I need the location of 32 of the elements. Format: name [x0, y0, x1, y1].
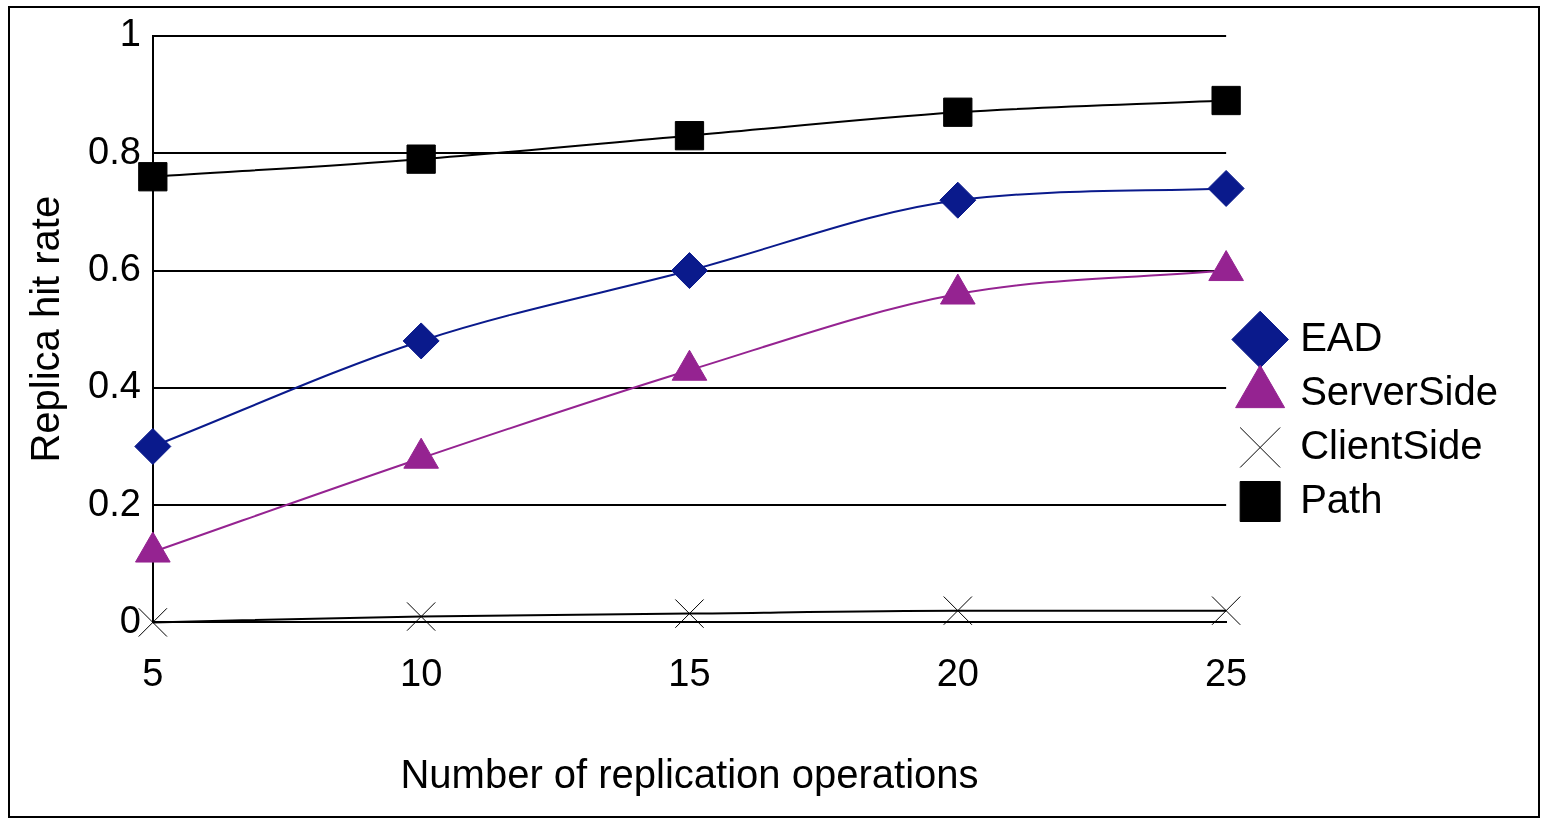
- point: [670, 252, 708, 290]
- y-tick-label: 1: [119, 12, 141, 55]
- point: [939, 181, 977, 219]
- point: [1211, 596, 1241, 626]
- y-tick-label: 0.8: [88, 129, 141, 172]
- point: [406, 144, 436, 174]
- x-tick-label: 5: [142, 651, 164, 694]
- point: [406, 601, 436, 632]
- point: [1207, 169, 1245, 207]
- y-tick-label: 0: [119, 598, 141, 641]
- point: [134, 427, 172, 465]
- x-axis-title: Number of replication operations: [400, 752, 979, 797]
- point: [138, 607, 168, 638]
- y-tick-label: 0.4: [88, 364, 141, 407]
- x-tick-label: 15: [668, 651, 711, 694]
- point: [1211, 85, 1241, 116]
- y-tick-label: 0.2: [88, 481, 141, 524]
- point: [943, 97, 973, 127]
- legend-label: ServerSide: [1300, 368, 1498, 413]
- x-tick-label: 20: [936, 651, 979, 694]
- point: [402, 322, 440, 360]
- legend-label: EAD: [1300, 314, 1383, 359]
- y-tick-label: 0.6: [88, 247, 141, 290]
- point: [674, 121, 705, 151]
- y-axis-title: Replica hit rate: [23, 195, 68, 463]
- point: [674, 598, 705, 629]
- point: [138, 162, 168, 192]
- legend-label: Path: [1300, 476, 1383, 521]
- x-tick-label: 25: [1204, 651, 1248, 694]
- legend-label: ClientSide: [1300, 422, 1483, 467]
- x-tick-label: 10: [400, 651, 443, 694]
- point: [943, 596, 973, 626]
